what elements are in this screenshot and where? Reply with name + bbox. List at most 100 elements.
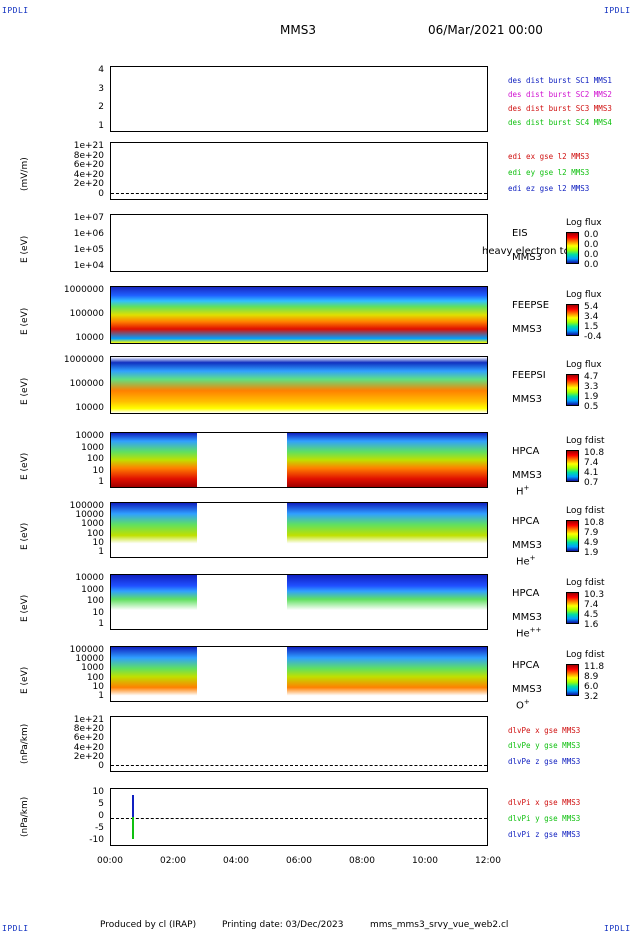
plot-panel bbox=[110, 716, 488, 772]
colorbar-value: 7.9 bbox=[584, 528, 599, 538]
spacecraft-label: MMS3 bbox=[512, 684, 542, 695]
y-tick-label: 100 bbox=[86, 672, 104, 683]
data-gap bbox=[197, 503, 287, 557]
legend-entry: edi ez gse l2 MMS3 bbox=[508, 184, 590, 193]
y-tick-label: 10000 bbox=[75, 573, 104, 583]
x-tick-label: 12:00 bbox=[475, 856, 501, 866]
colorbar-value: 3.2 bbox=[584, 692, 599, 702]
y-tick-label: 1 bbox=[98, 691, 104, 701]
printing-date: Printing date: 03/Dec/2023 bbox=[222, 920, 344, 930]
y-axis-label: E (eV) bbox=[20, 522, 30, 550]
species-label: H+ bbox=[516, 484, 530, 498]
colorbar-value: 5.4 bbox=[584, 302, 599, 312]
plot-panel bbox=[110, 574, 488, 630]
bottom-left-logo: IPDLI bbox=[2, 924, 29, 933]
colorbar-value: 6.0 bbox=[584, 682, 599, 692]
colorbar-value: 7.4 bbox=[584, 458, 599, 468]
colorbar bbox=[566, 374, 579, 406]
x-tick-label: 10:00 bbox=[412, 856, 438, 866]
y-tick-label: 10000 bbox=[75, 510, 104, 521]
zero-line bbox=[111, 765, 487, 766]
colorbar-value: 4.7 bbox=[584, 372, 599, 382]
colorbar-value: 0.0 bbox=[584, 230, 599, 240]
y-tick-label: 0 bbox=[98, 761, 104, 771]
colorbar-value: 11.8 bbox=[584, 662, 605, 672]
y-tick-label: 1 bbox=[98, 121, 104, 131]
y-tick-label: 10000 bbox=[75, 333, 104, 343]
y-axis-label: E (eV) bbox=[20, 594, 30, 622]
y-tick-label: 100000 bbox=[69, 309, 104, 319]
y-tick-label: 1e+21 bbox=[73, 715, 104, 725]
colorbar-value: 4.5 bbox=[584, 610, 599, 620]
y-tick-label: 1000 bbox=[81, 442, 104, 453]
plot-panel bbox=[110, 142, 488, 200]
data-gap bbox=[197, 433, 287, 487]
colorbar-value: 4.9 bbox=[584, 538, 599, 548]
y-tick-label: 1000000 bbox=[63, 285, 104, 295]
spectrogram-fill bbox=[111, 433, 487, 487]
y-tick-label: 6e+20 bbox=[73, 160, 104, 171]
y-axis-label: E (eV) bbox=[20, 452, 30, 480]
spacecraft-label: MMS3 bbox=[512, 252, 542, 263]
colorbar-value: 10.8 bbox=[584, 518, 605, 528]
spectrogram-fill bbox=[111, 503, 487, 557]
legend-entry: dlvPi y gse MMS3 bbox=[508, 814, 581, 823]
colorbar-value: 3.4 bbox=[584, 312, 599, 322]
instrument-label: HPCA bbox=[512, 660, 540, 671]
plot-panel bbox=[110, 66, 488, 132]
spacecraft-title: MMS3 bbox=[280, 23, 316, 37]
legend-entry: dlvPi x gse MMS3 bbox=[508, 798, 581, 807]
colorbar-value: 1.6 bbox=[584, 620, 599, 630]
y-axis-label: E (eV) bbox=[20, 666, 30, 694]
produced-by: Produced by cl (IRAP) bbox=[100, 920, 197, 930]
y-tick-label: 10 bbox=[92, 681, 104, 692]
y-axis-label: E (eV) bbox=[20, 235, 30, 263]
y-tick-label: 1000 bbox=[81, 663, 104, 674]
y-axis-label: (nPa/km) bbox=[20, 796, 30, 837]
legend-entry: dlvPe y gse MMS3 bbox=[508, 741, 581, 751]
colorbar-value: 0.7 bbox=[584, 478, 599, 488]
y-tick-label: 6e+20 bbox=[73, 733, 104, 744]
colorbar-value: 1.9 bbox=[584, 392, 599, 402]
colorbar-title: Log flux bbox=[566, 290, 602, 300]
x-tick-label: 08:00 bbox=[349, 856, 375, 866]
y-tick-label: 2e+20 bbox=[73, 179, 104, 190]
spacecraft-label: MMS3 bbox=[512, 540, 542, 551]
plot-panel bbox=[110, 214, 488, 272]
spacecraft-label: MMS3 bbox=[512, 394, 542, 405]
colorbar-title: Log fdist bbox=[566, 578, 605, 588]
colorbar-value: 10.8 bbox=[584, 448, 605, 458]
x-tick-label: 02:00 bbox=[160, 856, 186, 866]
plot-panel bbox=[110, 788, 488, 846]
y-tick-label: 2e+20 bbox=[73, 751, 104, 762]
y-tick-label: 10000 bbox=[75, 654, 104, 665]
y-tick-label: 4e+20 bbox=[73, 742, 104, 753]
y-axis-label: (nPa/km) bbox=[20, 723, 30, 764]
spacecraft-label: MMS3 bbox=[512, 612, 542, 623]
x-tick-label: 04:00 bbox=[223, 856, 249, 866]
spectrogram-fill bbox=[111, 357, 487, 413]
colorbar-value: 0.5 bbox=[584, 402, 599, 412]
instrument-label: HPCA bbox=[512, 588, 540, 599]
y-tick-label: 2 bbox=[98, 102, 104, 113]
legend-entry: dlvPe x gse MMS3 bbox=[508, 726, 581, 735]
colorbar-value: 0.0 bbox=[584, 240, 599, 250]
colorbar-title: Log fdist bbox=[566, 650, 605, 660]
y-axis-label: E (eV) bbox=[20, 307, 30, 335]
legend-entry: edi ex gse l2 MMS3 bbox=[508, 152, 590, 161]
plot-panel bbox=[110, 502, 488, 558]
colorbar bbox=[566, 664, 579, 696]
y-tick-label: 8e+20 bbox=[73, 150, 104, 161]
y-tick-label: 100000 bbox=[69, 645, 104, 655]
instrument-label: HPCA bbox=[512, 516, 540, 527]
y-tick-label: 3 bbox=[98, 83, 104, 94]
plot-panel bbox=[110, 356, 488, 414]
y-tick-label: 10 bbox=[92, 537, 104, 548]
plot-panel bbox=[110, 646, 488, 702]
colorbar-value: 4.1 bbox=[584, 468, 599, 478]
y-axis-label: (mV/m) bbox=[20, 157, 30, 191]
y-tick-label: 1 bbox=[98, 547, 104, 557]
zero-line bbox=[111, 818, 487, 819]
y-tick-label: 1000 bbox=[81, 584, 104, 595]
spike-mark bbox=[132, 795, 134, 839]
